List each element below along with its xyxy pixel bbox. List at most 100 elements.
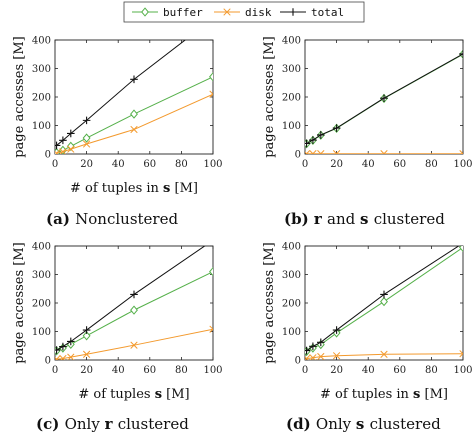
data-point-disk (332, 150, 341, 154)
data-point-total (459, 50, 463, 58)
x-tick-label: 60 (393, 159, 406, 170)
y-tick-label: 400 (282, 242, 301, 253)
data-point-total (309, 136, 317, 144)
x-tick-label: 100 (453, 365, 472, 376)
y-tick-label: 400 (32, 242, 51, 253)
x-axis-label: # of tuples in s [M] (320, 387, 448, 402)
x-tick-label: 20 (330, 159, 343, 170)
data-point-disk (130, 125, 138, 134)
data-point-buffer (82, 133, 91, 143)
data-point-disk (305, 354, 311, 360)
legend-disk-label: disk (245, 6, 272, 19)
data-point-disk (59, 354, 67, 360)
panel-caption: (c) Only r clustered (36, 415, 189, 433)
x-tick-label: 40 (112, 365, 125, 376)
data-point-total (309, 342, 317, 351)
y-axis-label: page accesses [M] (262, 36, 277, 158)
x-tick-label: 20 (80, 365, 93, 376)
y-tick-label: 300 (282, 64, 301, 75)
legend-buffer-label: buffer (163, 6, 203, 19)
data-point-disk (82, 350, 91, 358)
data-point-total (317, 131, 325, 139)
x-tick-label: 20 (80, 159, 93, 170)
series-line-total (306, 246, 460, 352)
series-line-disk (56, 93, 213, 154)
y-tick-label: 0 (45, 356, 51, 367)
data-point-total (67, 129, 75, 138)
y-tick-label: 400 (32, 36, 51, 47)
data-point-disk (209, 325, 213, 333)
x-tick-label: 100 (203, 159, 222, 170)
y-tick-label: 100 (282, 121, 301, 132)
data-point-total (317, 338, 325, 347)
x-tick-label: 40 (362, 159, 375, 170)
series-buffer (305, 246, 463, 357)
y-tick-label: 300 (32, 64, 51, 75)
data-point-disk (55, 355, 61, 360)
series-buffer (305, 49, 463, 149)
y-tick-label: 300 (282, 270, 301, 281)
y-tick-label: 200 (282, 299, 301, 310)
x-tick-label: 40 (112, 159, 125, 170)
data-point-total (130, 290, 138, 299)
data-point-disk (55, 149, 61, 154)
data-point-disk (459, 350, 463, 358)
panel-0: 0 100 200 300 400 0 20 40 60 80 100 page accesses [… (12, 36, 223, 229)
data-point-buffer (130, 305, 138, 315)
series-disk (305, 150, 463, 154)
data-point-disk (67, 353, 75, 360)
panel-3: 0 100 200 300 400 0 20 40 60 80 100 page accesses [… (262, 242, 473, 434)
y-tick-label: 0 (295, 150, 301, 161)
x-axis-label: # of tuples s [M] (78, 387, 189, 402)
panel-caption: (a) Nonclustered (46, 210, 178, 228)
data-point-buffer (380, 296, 388, 307)
data-point-total (67, 337, 75, 346)
series-line-disk (306, 353, 463, 360)
y-tick-label: 100 (32, 121, 51, 132)
y-tick-label: 0 (45, 150, 51, 161)
legend-buffer-marker (141, 7, 149, 17)
y-axis-label: page accesses [M] (262, 242, 277, 364)
x-tick-label: 60 (393, 365, 406, 376)
data-point-total (332, 124, 341, 132)
series-buffer (55, 266, 213, 356)
legend: buffer disk total (123, 1, 365, 23)
x-tick-label: 20 (330, 365, 343, 376)
data-point-disk (67, 145, 75, 153)
panel-1: 0 100 200 300 400 0 20 40 60 80 100 page accesses [… (262, 36, 473, 229)
series-line-disk (56, 328, 213, 360)
data-point-buffer (459, 246, 463, 253)
x-tick-label: 80 (425, 365, 438, 376)
data-point-disk (317, 150, 325, 154)
y-tick-label: 300 (32, 270, 51, 281)
series-line-total (56, 246, 206, 351)
plot-frame (54, 39, 214, 155)
legend-box (123, 1, 365, 23)
x-tick-label: 80 (175, 365, 188, 376)
y-tick-label: 100 (282, 327, 301, 338)
y-axis-label: page accesses [M] (12, 242, 27, 364)
data-point-disk (332, 352, 341, 360)
series-total (305, 246, 460, 355)
panel-caption: (d) Only s clustered (286, 415, 441, 433)
data-point-total (55, 346, 61, 354)
data-point-total (380, 290, 388, 299)
series-buffer (55, 72, 213, 154)
data-point-total (59, 342, 67, 351)
data-point-total (55, 141, 61, 150)
legend-total-marker (289, 8, 297, 16)
series-line-total (56, 40, 187, 146)
data-point-disk (82, 140, 91, 148)
data-point-disk (309, 354, 317, 360)
data-point-total (82, 326, 91, 334)
data-point-total (332, 326, 341, 334)
x-tick-label: 100 (203, 365, 222, 376)
panel-caption: (b) r and s clustered (284, 210, 445, 228)
data-point-disk (459, 150, 463, 154)
x-tick-label: 60 (143, 365, 156, 376)
data-point-disk (305, 150, 311, 154)
data-point-disk (380, 350, 388, 358)
data-point-total (130, 75, 138, 84)
